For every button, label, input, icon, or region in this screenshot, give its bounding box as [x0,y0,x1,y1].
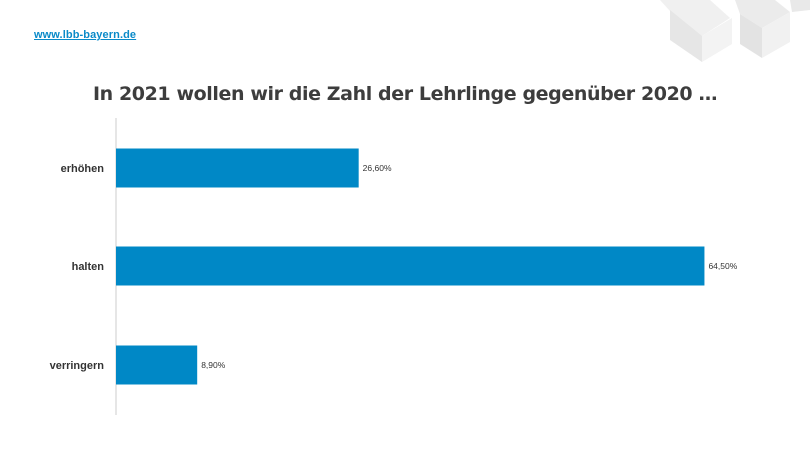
website-link[interactable]: www.lbb-bayern.de [34,29,137,41]
bar-verringern [116,345,198,385]
bar-erhöhen [116,148,359,188]
bar-halten [116,246,705,286]
chart-title: In 2021 wollen wir die Zahl der Lehrling… [92,83,718,105]
value-label: 64,50% [708,261,737,271]
value-label: 8,90% [201,360,226,370]
value-label: 26,60% [363,163,392,173]
category-label: halten [72,261,105,273]
category-label: erhöhen [61,163,105,175]
category-label: verringern [50,360,105,372]
decorative-cube-graphic [660,0,810,62]
